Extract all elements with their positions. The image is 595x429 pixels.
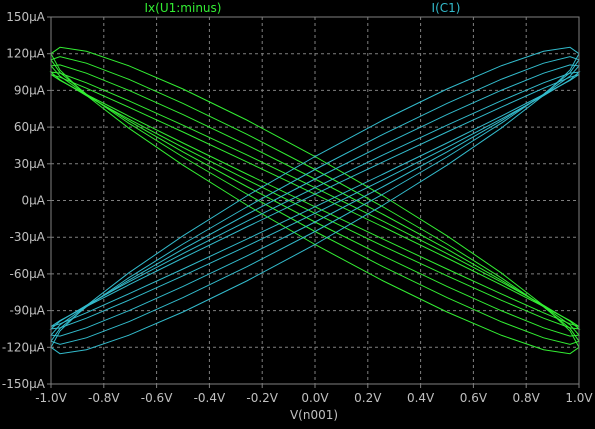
x-tick-label: -0.4V [194,391,226,405]
x-tick-label: 0.8V [513,391,541,405]
y-tick-label: 90µA [14,83,46,97]
x-tick-label: 0.6V [460,391,488,405]
y-tick-label: 30µA [14,157,46,171]
y-tick-label: 150µA [6,10,46,24]
x-tick-label: -0.2V [246,391,278,405]
x-tick-label: 1.0V [565,391,593,405]
legend-i-c1[interactable]: I(C1) [432,1,461,15]
grid [51,17,579,384]
x-axis-label: V(n001) [290,408,338,422]
x-tick-label: -0.6V [141,391,173,405]
legend-ix-u1-minus[interactable]: Ix(U1:minus) [145,1,222,15]
y-tick-label: -150µA [2,377,46,391]
x-tick-label: -1.0V [35,391,67,405]
x-tick-label: 0.4V [407,391,435,405]
x-tick-label: 0.0V [301,391,329,405]
y-tick-label: 60µA [14,120,46,134]
x-tick-label: 0.2V [354,391,382,405]
y-tick-label: -30µA [10,230,46,244]
y-tick-label: -60µA [10,267,46,281]
tick-labels: 150µA 120µA 90µA 60µA 30µA 0µA -30µA -60µA -90µA… [2,10,594,405]
y-tick-label: 120µA [6,47,46,61]
y-tick-label: -90µA [10,304,46,318]
y-tick-label: -120µA [2,340,46,354]
x-tick-label: -0.8V [88,391,120,405]
y-tick-label: 0µA [22,194,46,208]
